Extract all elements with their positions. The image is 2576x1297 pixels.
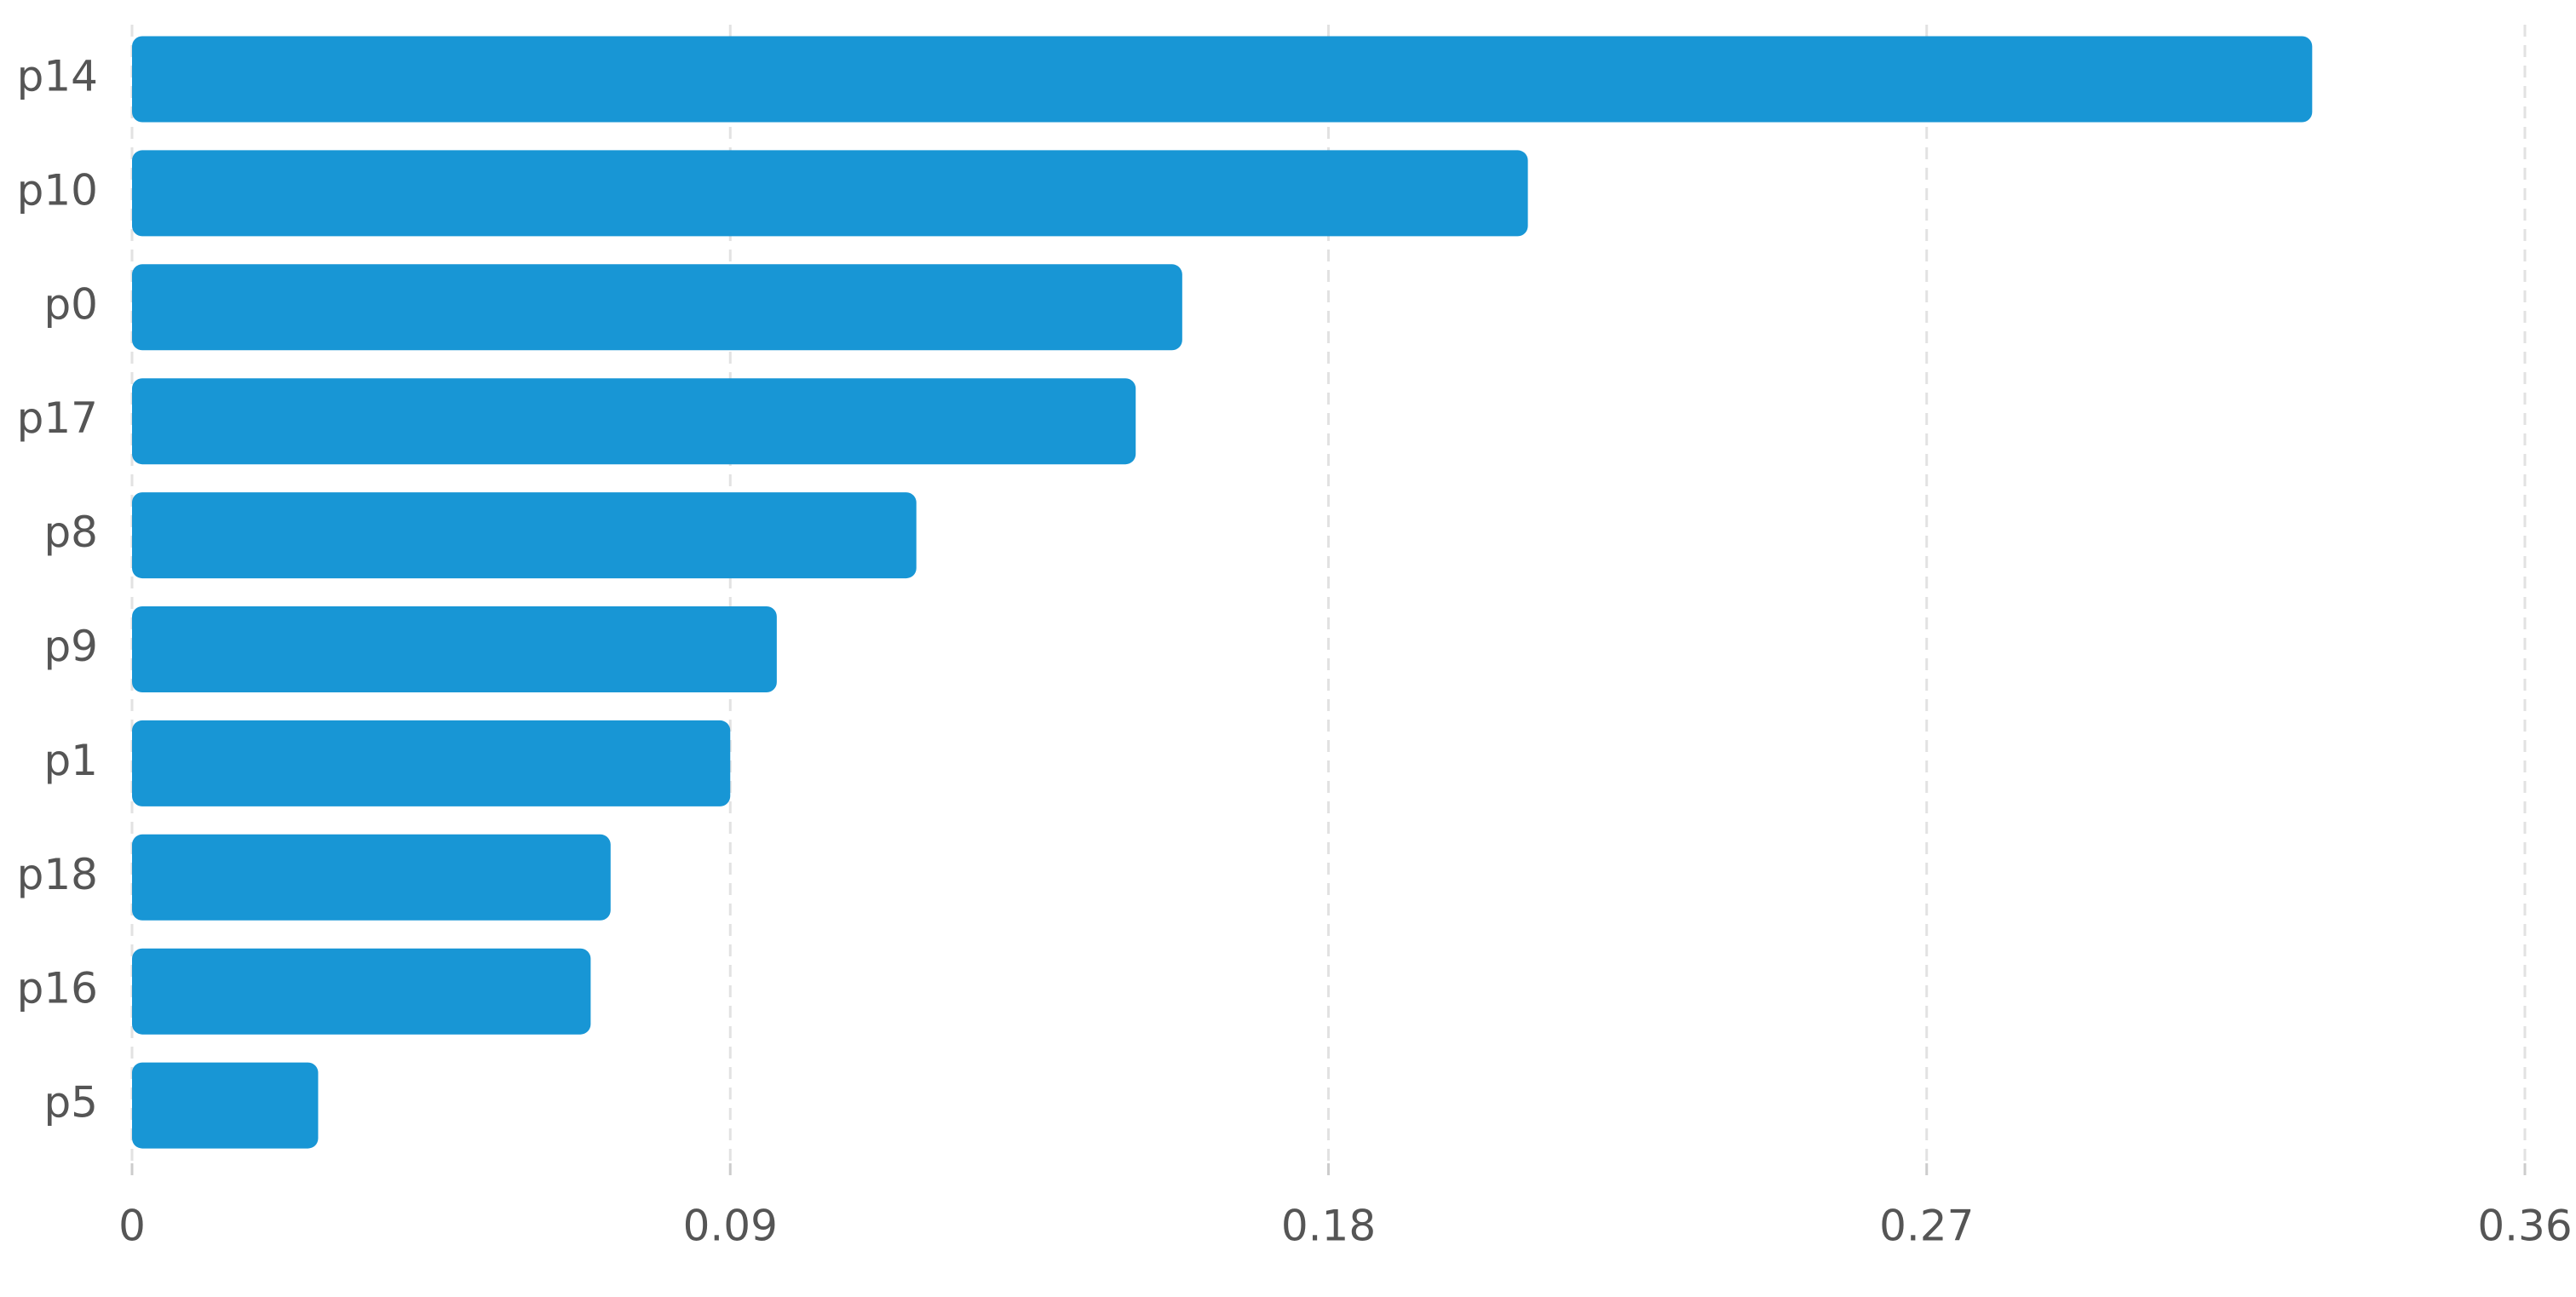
x-tick-label: 0.27 (1879, 1202, 1974, 1251)
y-tick-label: p8 (43, 508, 98, 557)
bar (132, 948, 591, 1035)
y-tick-label: p17 (17, 393, 98, 443)
x-tick-label: 0.18 (1281, 1202, 1376, 1251)
bar (132, 606, 777, 692)
bar (132, 720, 731, 806)
x-tick-label: 0.36 (2477, 1202, 2572, 1251)
y-tick-label: p1 (43, 736, 98, 785)
bar (132, 378, 1136, 465)
bar (132, 492, 917, 579)
y-tick-label: p18 (17, 850, 98, 899)
y-tick-label: p14 (17, 52, 98, 101)
x-tick-label: 0 (118, 1202, 146, 1251)
y-tick-label: p9 (43, 622, 98, 671)
x-tick-label: 0.09 (683, 1202, 778, 1251)
bar (132, 1062, 319, 1149)
bar (132, 150, 1528, 237)
bar (132, 36, 2313, 123)
y-tick-label: p5 (43, 1078, 98, 1128)
y-tick-label: p16 (17, 964, 98, 1013)
y-tick-label: p10 (17, 165, 98, 215)
bar (132, 834, 611, 921)
bar (132, 264, 1182, 351)
y-tick-label: p0 (43, 279, 98, 329)
